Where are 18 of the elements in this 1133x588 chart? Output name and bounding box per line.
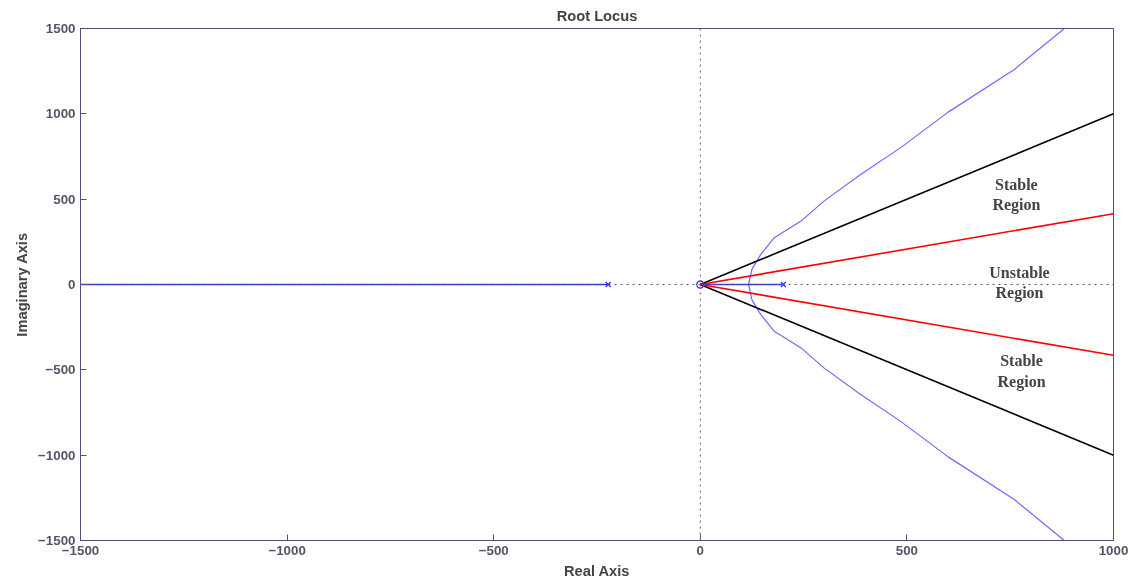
y-tick-label: 1000: [45, 106, 76, 122]
x-tick-label: −1000: [268, 542, 306, 558]
line-series: [748, 28, 1065, 541]
x-tick-label: 1000: [1098, 542, 1129, 558]
annotation: Stable Region: [992, 175, 1041, 215]
y-tick-label: −1000: [38, 447, 76, 463]
y-tick-label: −500: [45, 362, 76, 378]
y-tick-label: 1500: [45, 21, 76, 36]
x-tick-label: 0: [696, 542, 705, 558]
y-tick-label: 500: [53, 191, 76, 207]
annotation: Stable Region: [997, 352, 1046, 391]
y-tick-label: 0: [68, 277, 76, 292]
annotation: Unstable Region: [989, 263, 1050, 303]
x-tick-label: 500: [895, 542, 919, 558]
x-tick-label: −500: [478, 542, 509, 558]
y-axis-title: Imaginary Axis: [14, 232, 31, 337]
chart-title: Root Locus: [556, 7, 638, 24]
x-axis-title: Real Axis: [564, 562, 630, 579]
